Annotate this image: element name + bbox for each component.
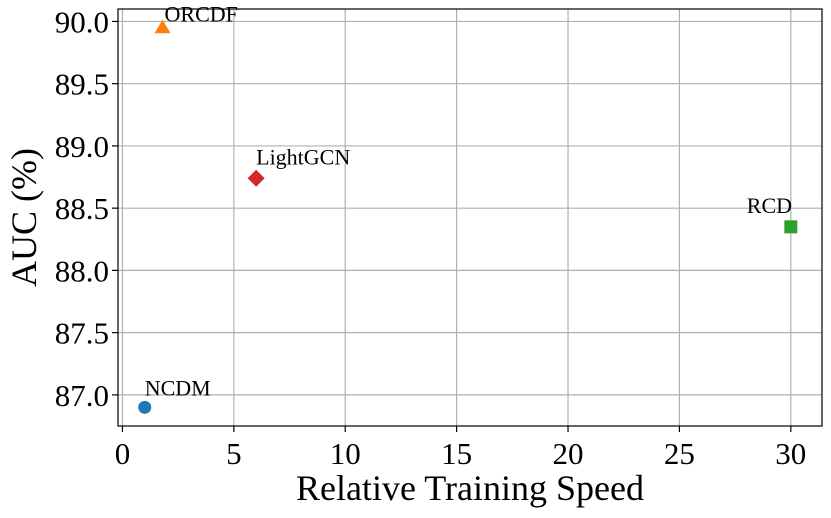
lightgcn-marker (247, 169, 265, 187)
orcdf-marker (154, 19, 171, 34)
data-points: NCDM ORCDF LightGCN RCD (138, 2, 798, 414)
x-axis-title: Relative Training Speed (296, 468, 644, 508)
grid-lines (118, 9, 822, 426)
y-tick-label: 88.5 (55, 191, 109, 226)
x-tick-label: 25 (664, 436, 695, 471)
x-tick-label: 15 (441, 436, 472, 471)
y-tick-label: 87.0 (55, 378, 109, 413)
orcdf-label: ORCDF (165, 2, 238, 27)
y-tick-label: 87.5 (55, 316, 109, 351)
y-axis-title: AUC (%) (4, 148, 44, 287)
ncdm-label: NCDM (145, 375, 211, 400)
y-tick-label: 88.0 (55, 253, 109, 288)
x-tick-label: 0 (115, 436, 131, 471)
ncdm-marker (138, 400, 152, 414)
y-tick-label: 89.0 (55, 129, 109, 164)
plot-frame (117, 8, 823, 427)
x-tick-label: 20 (553, 436, 584, 471)
x-tick-label: 30 (775, 436, 806, 471)
rcd-label: RCD (747, 193, 792, 218)
y-tick-label: 89.5 (55, 67, 109, 102)
axis-ticks: 0 5 10 15 20 25 30 87.0 87.5 88.0 88.5 89.0 89.5 90.0 (55, 4, 807, 471)
y-tick-label: 90.0 (55, 4, 109, 39)
x-tick-label: 5 (226, 436, 242, 471)
x-tick-label: 10 (330, 436, 361, 471)
rcd-marker (784, 220, 798, 234)
lightgcn-label: LightGCN (256, 144, 350, 169)
